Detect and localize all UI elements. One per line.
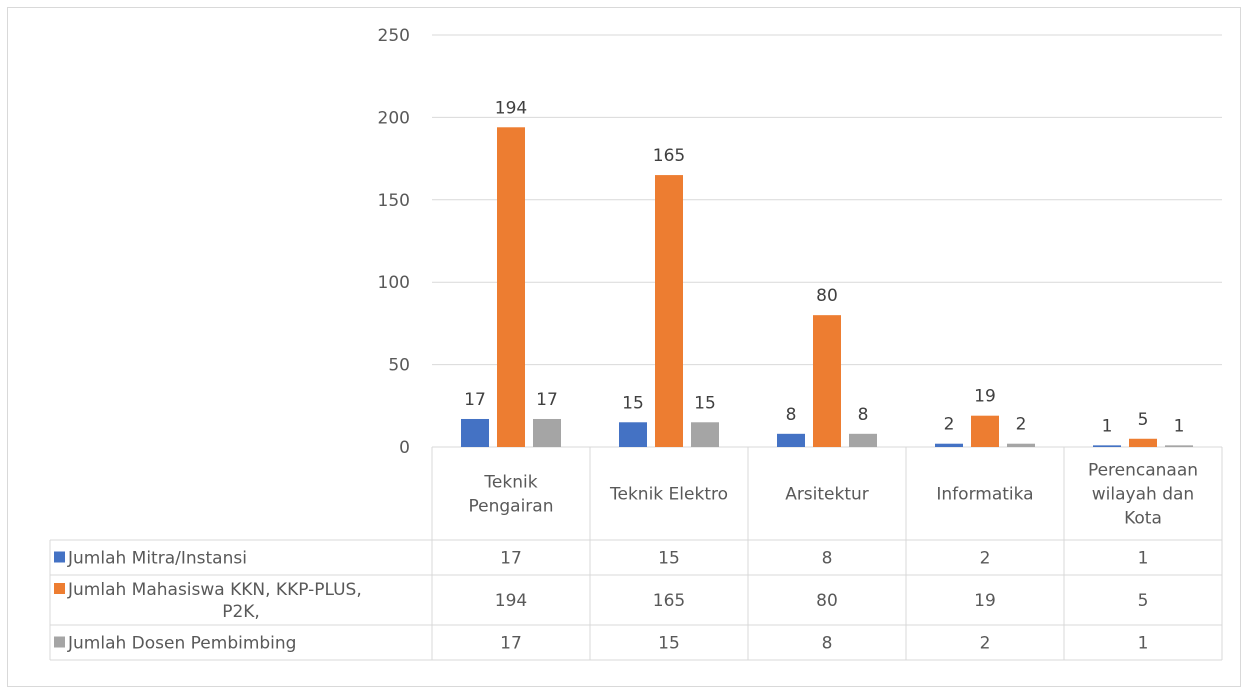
bar <box>935 443 963 447</box>
category-label: Kota <box>1124 509 1162 529</box>
data-label: 15 <box>694 393 716 413</box>
bar <box>461 418 489 447</box>
legend-swatch <box>54 636 65 648</box>
data-label: 2 <box>1016 415 1027 435</box>
category-label: Teknik <box>483 473 537 493</box>
data-label: 17 <box>464 390 486 410</box>
legend-label: P2K, <box>222 602 260 622</box>
data-label: 165 <box>653 146 685 166</box>
table-cell: 80 <box>816 591 838 611</box>
bar <box>777 433 805 447</box>
bar <box>813 315 841 447</box>
bar <box>655 175 683 447</box>
table-cell: 194 <box>495 591 527 611</box>
data-label: 1 <box>1174 416 1185 436</box>
data-label: 15 <box>622 393 644 413</box>
data-label: 1 <box>1102 416 1113 436</box>
category-label: Pengairan <box>469 497 554 517</box>
bar <box>1007 443 1035 447</box>
y-tick-label: 0 <box>399 438 410 458</box>
table-cell: 2 <box>980 634 991 654</box>
bar <box>1129 438 1157 447</box>
data-label: 194 <box>495 98 527 118</box>
bar <box>619 422 647 447</box>
data-label: 5 <box>1138 410 1149 430</box>
category-label: Arsitektur <box>785 485 869 505</box>
legend-swatch <box>54 551 65 563</box>
table-cell: 1 <box>1138 634 1149 654</box>
table-cell: 15 <box>658 634 680 654</box>
y-tick-label: 100 <box>378 273 410 293</box>
category-label: Teknik Elektro <box>609 485 728 505</box>
bar <box>1093 445 1121 447</box>
y-tick-label: 200 <box>378 108 410 128</box>
table-cell: 2 <box>980 549 991 569</box>
table-cell: 5 <box>1138 591 1149 611</box>
category-label: wilayah dan <box>1092 485 1194 505</box>
table-cell: 17 <box>500 634 522 654</box>
data-label: 19 <box>974 387 996 407</box>
y-tick-label: 150 <box>378 191 410 211</box>
y-tick-label: 50 <box>388 356 410 376</box>
category-label: Perencanaan <box>1088 461 1198 481</box>
table-cell: 8 <box>822 634 833 654</box>
legend-label: Jumlah Mitra/Instansi <box>67 549 247 569</box>
table-cell: 19 <box>974 591 996 611</box>
table-cell: 8 <box>822 549 833 569</box>
bar <box>497 127 525 448</box>
data-label: 8 <box>786 405 797 425</box>
legend-label: Jumlah Mahasiswa KKN, KKP-PLUS, <box>67 580 362 600</box>
data-label: 8 <box>858 405 869 425</box>
chart-frame <box>7 7 1241 687</box>
data-label: 17 <box>536 390 558 410</box>
bar <box>849 433 877 447</box>
category-label: Informatika <box>936 485 1033 505</box>
table-cell: 17 <box>500 549 522 569</box>
bar <box>971 415 999 447</box>
legend-label: Jumlah Dosen Pembimbing <box>67 634 296 654</box>
bar <box>533 418 561 447</box>
table-cell: 15 <box>658 549 680 569</box>
legend-swatch <box>54 583 65 594</box>
y-tick-label: 250 <box>378 26 410 46</box>
table-cell: 1 <box>1138 549 1149 569</box>
data-label: 80 <box>816 286 838 306</box>
bar <box>1165 445 1193 447</box>
table-cell: 165 <box>653 591 685 611</box>
data-label: 2 <box>944 415 955 435</box>
bar <box>691 422 719 447</box>
